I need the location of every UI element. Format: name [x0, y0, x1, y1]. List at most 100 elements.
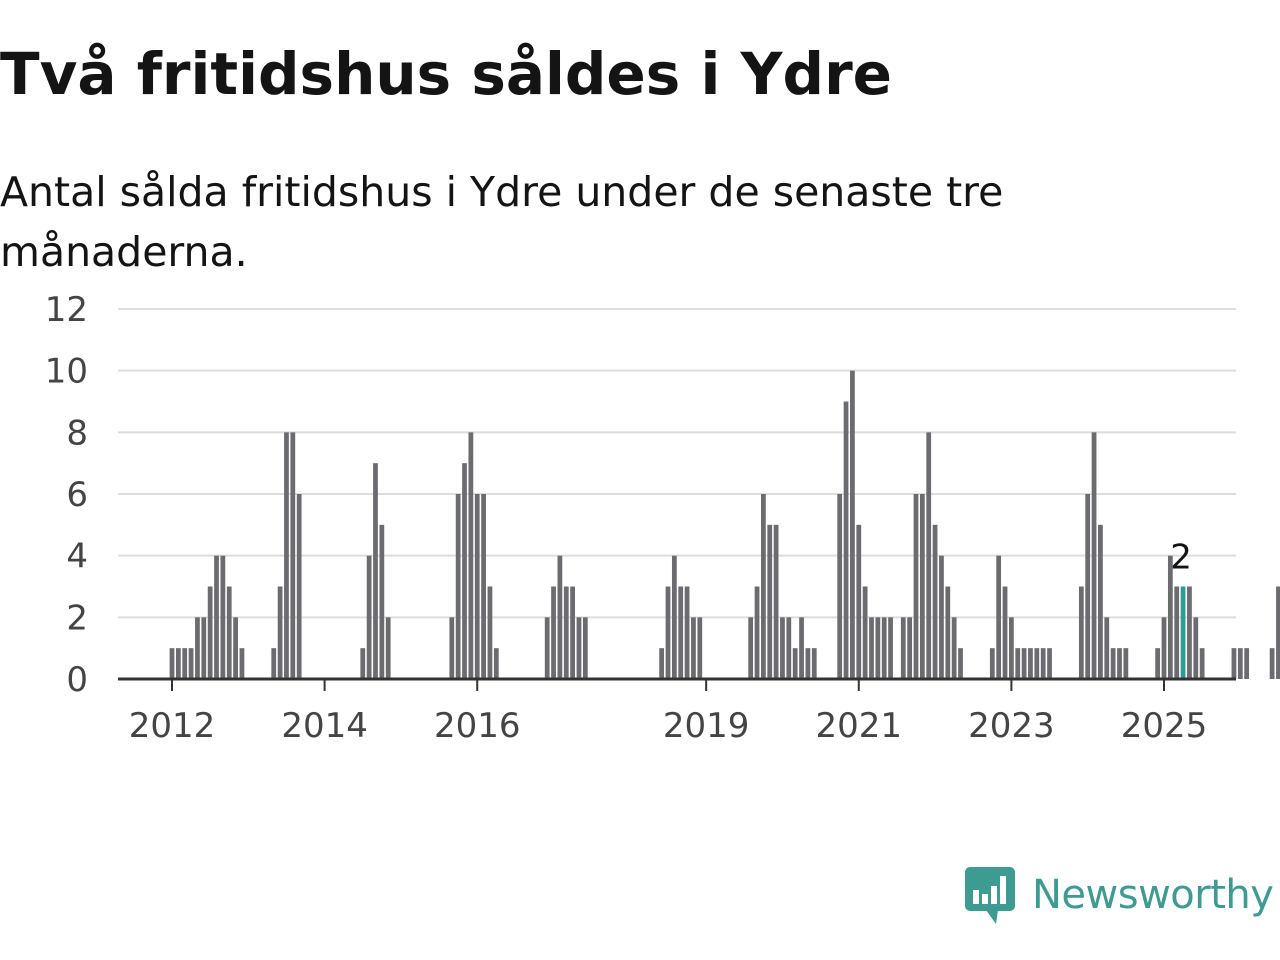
bar — [175, 648, 181, 679]
bar — [850, 370, 855, 679]
bar — [570, 586, 575, 679]
bar — [1078, 586, 1084, 679]
bar — [1244, 648, 1250, 679]
bar — [1199, 648, 1205, 679]
bar — [1098, 524, 1103, 679]
bar — [684, 586, 690, 679]
bar — [214, 555, 219, 679]
x-tick-label: 2019 — [663, 706, 750, 746]
bar — [239, 648, 245, 679]
bar — [1187, 586, 1192, 679]
newsworthy-logo-icon — [965, 867, 1015, 924]
bar — [792, 648, 798, 679]
y-tick-label: 2 — [66, 598, 88, 638]
bar-chart: 0 2 4 6 8 10 12 2 2012 2014 2016 2019 2021 2023 2025 — [45, 290, 1280, 746]
bar — [373, 463, 378, 679]
bar — [843, 401, 849, 679]
bar — [455, 494, 461, 679]
bar — [888, 617, 893, 679]
bar — [1123, 648, 1129, 679]
bar — [284, 432, 289, 679]
bar — [576, 617, 582, 679]
bar — [1117, 648, 1122, 679]
bar — [678, 586, 684, 679]
highlighted-bar — [1180, 586, 1186, 679]
y-tick-label: 4 — [66, 537, 88, 577]
bar — [939, 555, 944, 679]
bar — [1276, 586, 1280, 679]
y-tick-label: 10 — [45, 352, 88, 392]
bar — [671, 555, 677, 679]
bar — [748, 617, 754, 679]
bar — [913, 494, 919, 679]
x-tick-label: 2016 — [434, 706, 521, 746]
bar — [195, 617, 200, 679]
y-tick-label: 12 — [45, 290, 88, 330]
bar — [875, 617, 881, 679]
x-tick-label: 2023 — [968, 706, 1055, 746]
bar — [551, 586, 556, 679]
bar — [366, 555, 372, 679]
bar — [449, 617, 455, 679]
bar — [493, 648, 499, 679]
bar — [958, 648, 963, 679]
bar — [385, 617, 391, 679]
bar — [557, 555, 563, 679]
bar — [881, 617, 887, 679]
bar — [773, 524, 779, 679]
bar — [837, 494, 843, 679]
bar — [1040, 648, 1046, 679]
bar — [544, 617, 550, 679]
bar — [1104, 617, 1110, 679]
bar — [691, 617, 696, 679]
bar — [220, 555, 226, 679]
bar — [1009, 617, 1014, 679]
bar — [697, 617, 703, 679]
bar — [805, 648, 811, 679]
y-tick-label: 8 — [66, 413, 88, 453]
bar — [1085, 494, 1091, 679]
x-tick-label: 2021 — [816, 706, 903, 746]
bar — [1047, 648, 1052, 679]
bar — [862, 586, 868, 679]
bar — [926, 432, 932, 679]
bar — [277, 586, 283, 679]
bar — [761, 494, 766, 679]
bar — [1034, 648, 1040, 679]
bar — [856, 524, 862, 679]
chart-title: Två fritidshus såldes i Ydre — [0, 40, 893, 108]
bar — [1091, 432, 1097, 679]
bar — [1028, 648, 1033, 679]
bar — [1174, 586, 1180, 679]
bar — [1155, 648, 1161, 679]
brand-name: Newsworthy — [1032, 872, 1274, 918]
bar — [582, 617, 588, 679]
bar — [182, 648, 188, 679]
bar — [1231, 648, 1237, 679]
bar — [1193, 617, 1199, 679]
bar — [379, 524, 385, 679]
bar — [919, 494, 925, 679]
bar — [1161, 617, 1167, 679]
bar — [1269, 648, 1275, 679]
x-tick-label: 2025 — [1121, 706, 1208, 746]
bar — [869, 617, 874, 679]
bar — [799, 617, 804, 679]
bar — [1237, 648, 1243, 679]
bar — [996, 555, 1002, 679]
bar — [989, 648, 995, 679]
bar — [462, 463, 467, 679]
bar — [468, 432, 474, 679]
bar — [563, 586, 569, 679]
bar — [786, 617, 792, 679]
bar — [1015, 648, 1021, 679]
bar — [360, 648, 366, 679]
bar — [271, 648, 277, 679]
x-tick-label: 2012 — [129, 706, 216, 746]
chart-subtitle: Antal sålda fritidshus i Ydre under de s… — [0, 168, 1004, 276]
bar — [932, 524, 938, 679]
bar — [296, 494, 302, 679]
bar-annotation: 2 — [1170, 538, 1192, 578]
bar — [481, 494, 486, 679]
bar — [233, 617, 238, 679]
